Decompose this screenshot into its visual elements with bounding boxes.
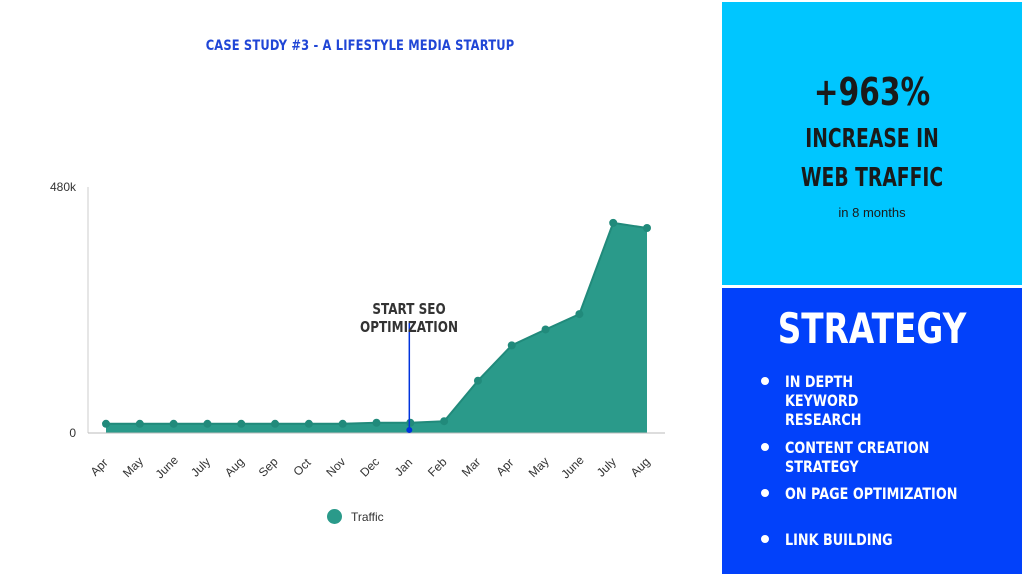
increase-percentage: +963% [813, 70, 931, 114]
data-point [237, 419, 246, 428]
data-point [643, 224, 651, 232]
increase-label-line2: WEB TRAFFIC [800, 163, 944, 193]
seo-annotation-label: START SEO OPTIMIZATION [359, 300, 458, 336]
strategy-panel: STRATEGY IN DEPTH KEYWORD RESEARCH CONTE… [722, 288, 1022, 574]
y-tick-label: 480k [50, 180, 77, 194]
data-point [304, 419, 313, 428]
data-point [135, 419, 144, 428]
x-tick-label: May [526, 454, 552, 480]
legend-swatch [327, 509, 342, 524]
x-tick-label: Mar [459, 455, 484, 480]
strategy-item-label: IN DEPTH KEYWORD RESEARCH [785, 372, 862, 429]
data-point [541, 325, 550, 334]
x-tick-label: Feb [425, 455, 450, 480]
strategy-item-label: ON PAGE OPTIMIZATION [785, 484, 958, 503]
chart-title: CASE STUDY #3 - A LIFESTYLE MEDIA STARTU… [205, 38, 515, 54]
x-tick-label: July [188, 455, 213, 480]
x-tick-label: Apr [88, 456, 111, 479]
bullet-icon [761, 443, 769, 451]
y-tick-label: 0 [69, 426, 76, 440]
data-point [406, 418, 415, 427]
strategy-item-label: LINK BUILDING [785, 530, 893, 549]
data-point [102, 419, 110, 428]
increase-period: in 8 months [838, 205, 906, 220]
highlight-panel: +963% INCREASE IN WEB TRAFFIC in 8 month… [722, 2, 1022, 285]
data-point [440, 417, 449, 426]
strategy-title: STRATEGY [777, 304, 967, 353]
data-point [338, 419, 347, 428]
x-tick-label: Jan [392, 455, 416, 479]
legend[interactable]: Traffic [327, 509, 384, 524]
x-tick-label: Nov [323, 455, 348, 480]
x-tick-label: Dec [357, 455, 382, 480]
annotation-marker [406, 427, 413, 433]
x-tick-label: June [558, 453, 587, 482]
data-point [473, 376, 482, 385]
strategy-item-label: CONTENT CREATION STRATEGY [785, 438, 930, 476]
data-point [507, 341, 516, 350]
data-point [575, 310, 584, 319]
data-point [169, 419, 178, 428]
bullet-icon [761, 489, 769, 497]
traffic-area [106, 222, 647, 433]
data-point [372, 418, 381, 427]
x-tick-label: Aug [222, 455, 247, 480]
x-tick-label: June [153, 453, 182, 482]
x-tick-label: Sep [256, 454, 281, 479]
data-point [609, 218, 618, 227]
x-tick-label: Apr [493, 456, 516, 479]
bullet-icon [761, 535, 769, 543]
x-tick-label: Aug [628, 455, 653, 480]
data-point [203, 419, 212, 428]
x-tick-label: May [120, 454, 146, 480]
bullet-icon [761, 377, 769, 385]
x-tick-label: July [594, 455, 619, 480]
data-point [271, 419, 280, 428]
increase-label-line1: INCREASE IN [805, 124, 939, 154]
legend-label: Traffic [351, 509, 384, 524]
x-tick-label: Oct [290, 455, 314, 479]
